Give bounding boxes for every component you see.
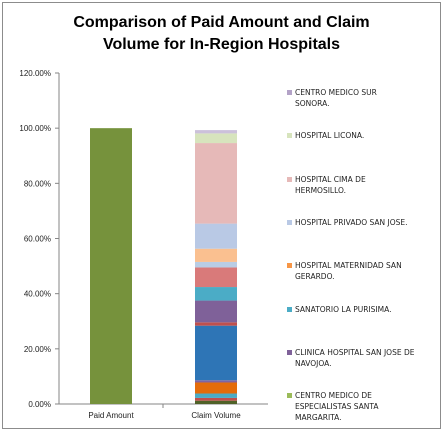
y-tick-label: 0.00% — [28, 400, 51, 409]
bar-claim-volume-segment — [195, 261, 237, 268]
legend-label: HOSPITAL PRIVADO SAN JOSE. — [295, 218, 408, 227]
bar-claim-volume-segment — [195, 248, 237, 262]
bar-claim-volume-segment — [195, 397, 237, 401]
bar-claim-volume-segment — [195, 143, 237, 224]
bar-claim-volume-segment — [195, 287, 237, 301]
bar-claim-volume-segment — [195, 382, 237, 394]
bar-claim-volume-segment — [195, 223, 237, 249]
legend-label: SANATORIO LA PURISIMA. — [295, 305, 392, 314]
bar-claim-volume-segment — [195, 325, 237, 381]
y-tick-label: 80.00% — [24, 179, 51, 188]
legend-label: HOSPITAL MATERNIDAD SAN GERARDO. — [295, 261, 402, 281]
legend-swatch — [287, 393, 292, 398]
y-tick-label: 120.00% — [19, 69, 51, 78]
legend-label: CLINICA HOSPITAL SAN JOSE DE NAVOJOA. — [295, 348, 415, 368]
y-tick-label: 100.00% — [19, 124, 51, 133]
chart-title-line-2: Volume for In-Region Hospitals — [102, 36, 341, 53]
bar-claim-volume-segment — [195, 322, 237, 326]
bar-paid-amount — [90, 128, 132, 404]
bar-claim-volume-segment — [195, 393, 237, 398]
x-tick-label: Paid Amount — [88, 411, 134, 420]
y-tick-label: 60.00% — [24, 235, 51, 244]
bar-claim-volume-segment — [195, 380, 237, 383]
legend-label: CENTRO MEDICO DE ESPECIALISTAS SANTA MARGA… — [295, 391, 379, 422]
legend-label: HOSPITAL LICONA. — [295, 131, 364, 140]
bar-claim-volume-segment — [195, 133, 237, 144]
y-tick-label: 40.00% — [24, 290, 51, 299]
legend-label: CENTRO MEDICO SUR SONORA. — [295, 88, 377, 108]
chart-title: Comparison of Paid Amount and Claim Volu… — [0, 12, 443, 56]
legend-swatch — [287, 350, 292, 355]
bar-claim-volume-segment — [195, 300, 237, 323]
legend-swatch — [287, 263, 292, 268]
bar-claim-volume-segment — [195, 267, 237, 288]
y-tick-label: 20.00% — [24, 345, 51, 354]
legend-swatch — [287, 177, 292, 182]
legend-swatch — [287, 220, 292, 225]
legend-swatch — [287, 133, 292, 138]
legend-swatch — [287, 90, 292, 95]
chart-title-line-1: Comparison of Paid Amount and Claim — [73, 14, 370, 31]
bar-claim-volume-segment — [195, 400, 237, 404]
legend-label: HOSPITAL CIMA DE HERMOSILLO. — [295, 175, 366, 195]
x-tick-label: Claim Volume — [191, 411, 241, 420]
bar-claim-volume-segment — [195, 130, 237, 134]
legend-swatch — [287, 307, 292, 312]
